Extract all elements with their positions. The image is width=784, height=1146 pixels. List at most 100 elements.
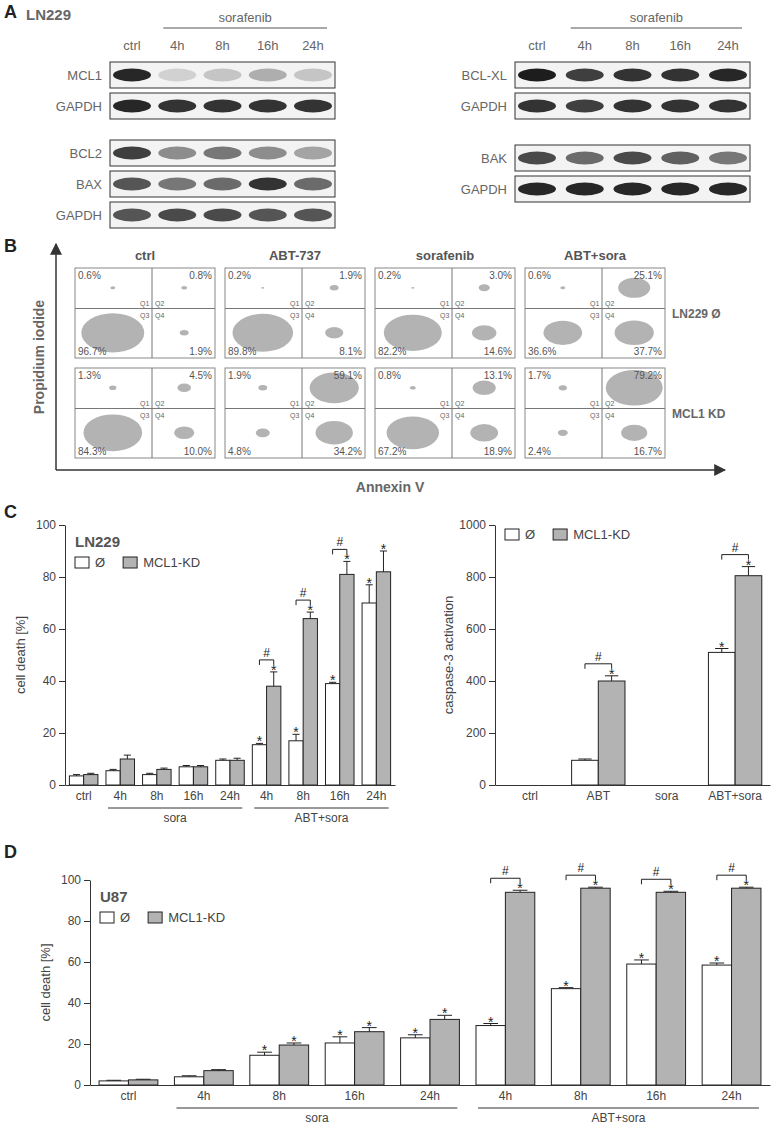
tick-label: 24h (366, 789, 386, 803)
bar (430, 1019, 459, 1085)
tick: 0 (479, 778, 495, 792)
quadrant-percent: 0.2% (228, 270, 251, 281)
bar (355, 1032, 384, 1085)
axis-line (90, 881, 91, 1086)
comparison-bracket (491, 878, 520, 883)
quadrant-name: Q3 (290, 412, 299, 420)
tick: 16h (345, 1089, 365, 1103)
quadrant-name: Q3 (290, 312, 299, 320)
quadrant-name: Q2 (155, 300, 164, 308)
tick: 100 (36, 518, 65, 532)
flow-cytometry: Annexin VPropidium iodidectrlABT-737sora… (31, 244, 726, 495)
legend-label: Ø (120, 910, 130, 925)
population (615, 321, 654, 346)
tick-label: 0 (74, 1078, 81, 1092)
tick-label: ctrl (522, 789, 538, 803)
legend-label: MCL1-KD (573, 527, 630, 542)
tick-label: 20 (43, 726, 57, 740)
significance-star: * (291, 1033, 297, 1049)
population (177, 384, 191, 392)
legend-label: Ø (525, 527, 535, 542)
significance-star: * (330, 672, 336, 688)
quadrant-percent: 79.2% (634, 370, 662, 381)
gate-line (75, 408, 215, 409)
comparison-mark: # (336, 535, 343, 549)
tick-mark (59, 577, 65, 578)
tick: 20 (68, 1037, 90, 1051)
lane-label: 8h (625, 38, 639, 53)
population (109, 386, 116, 391)
band (661, 152, 699, 165)
band (709, 183, 747, 196)
treatment-line (163, 27, 327, 28)
comparison-mark: # (732, 541, 739, 555)
protein-label: BAX (76, 177, 102, 192)
tick-label: 16h (646, 1089, 666, 1103)
band (661, 100, 699, 113)
band (249, 209, 287, 222)
protein-label: MCL1 (67, 68, 102, 83)
plot-frame (75, 368, 215, 458)
tick: 4h (114, 789, 127, 803)
column-title: ABT+sora (564, 248, 627, 263)
plot-area (572, 567, 762, 785)
band (113, 69, 151, 82)
tick-mark (489, 629, 495, 630)
legend-swatch (148, 912, 162, 923)
tick-label: 8h (296, 789, 309, 803)
tick: 40 (43, 674, 65, 688)
axis-title: cell death [%] (38, 943, 53, 1021)
panel-label: B (4, 236, 17, 256)
tick: 1000 (459, 518, 495, 532)
quadrant-percent: 0.6% (528, 270, 551, 281)
error-cap (234, 758, 241, 759)
quadrant-name: Q4 (305, 412, 314, 420)
tick-label: 600 (466, 622, 486, 636)
quadrant-name: Q1 (140, 300, 149, 308)
blot-frame (515, 93, 750, 119)
significance-star: * (719, 639, 725, 655)
band (614, 100, 652, 113)
quadrant-percent: 37.7% (634, 346, 662, 357)
comparison-bracket (296, 600, 310, 605)
error-cap (73, 774, 80, 775)
band (518, 100, 556, 113)
band (249, 178, 287, 191)
band (614, 183, 652, 196)
quadrant-percent: 36.6% (528, 346, 556, 357)
comparison-bracket (259, 660, 273, 665)
gate-line (302, 368, 303, 458)
band (294, 100, 332, 113)
lane-label: ctrl (123, 38, 140, 53)
population (330, 285, 339, 291)
population (261, 287, 264, 289)
bar (128, 1080, 157, 1085)
tick-label: 60 (68, 955, 82, 969)
annotations: ********### (257, 535, 387, 749)
band (158, 178, 196, 191)
tick-mark (84, 921, 90, 922)
lane-label: ctrl (528, 38, 545, 53)
tick-label: ctrl (120, 1089, 136, 1103)
bar (106, 771, 120, 785)
group-label: sora (163, 811, 187, 825)
quadrant-name: Q3 (440, 312, 449, 320)
flow-plot: Q1Q2Q3Q40.8%13.1%67.2%18.9% (375, 368, 515, 458)
band (158, 209, 196, 222)
quadrant-name: Q2 (605, 400, 614, 408)
quadrant-name: Q2 (305, 400, 314, 408)
tick-label: 100 (36, 518, 56, 532)
quadrant-name: Q4 (605, 312, 614, 320)
band (204, 178, 242, 191)
tick: sora (655, 789, 679, 803)
plot-area (99, 887, 761, 1085)
population (559, 385, 567, 390)
bar (325, 1043, 354, 1085)
quadrant-name: Q2 (155, 400, 164, 408)
bar (69, 776, 83, 785)
gate-line (302, 268, 303, 358)
tick: 8h (574, 1089, 587, 1103)
blot-column: sorafenibctrl4h8h16h24hMCL1GAPDHBCL2BAXG… (56, 10, 335, 228)
significance-star: * (488, 1014, 494, 1030)
gate-line (452, 368, 453, 458)
